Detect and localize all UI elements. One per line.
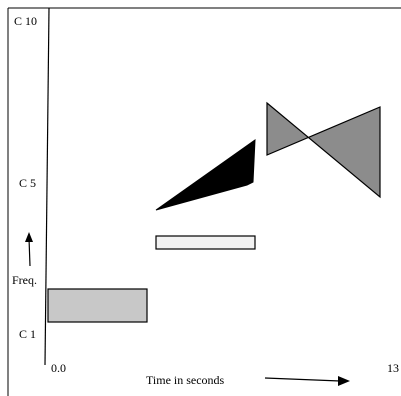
- time-arrow-head: [338, 376, 350, 386]
- y-axis-title: Freq.: [12, 273, 37, 287]
- y-axis-line: [44, 7, 50, 366]
- time-arrow-shaft: [264, 377, 341, 382]
- x-label-start: 0.0: [51, 361, 66, 375]
- light-gray-block: [47, 288, 148, 323]
- x-label-end: 13: [387, 361, 399, 375]
- bowtie-shape: [266, 101, 381, 199]
- freq-arrow-shaft: [28, 237, 31, 267]
- black-rising-wedge: [155, 139, 256, 211]
- pale-block: [155, 235, 256, 250]
- y-label-bottom: C 1: [19, 327, 36, 341]
- y-label-mid: C 5: [19, 176, 36, 190]
- freq-arrow-head: [25, 232, 33, 242]
- x-axis-title: Time in seconds: [146, 373, 225, 387]
- y-label-top: C 10: [14, 14, 37, 28]
